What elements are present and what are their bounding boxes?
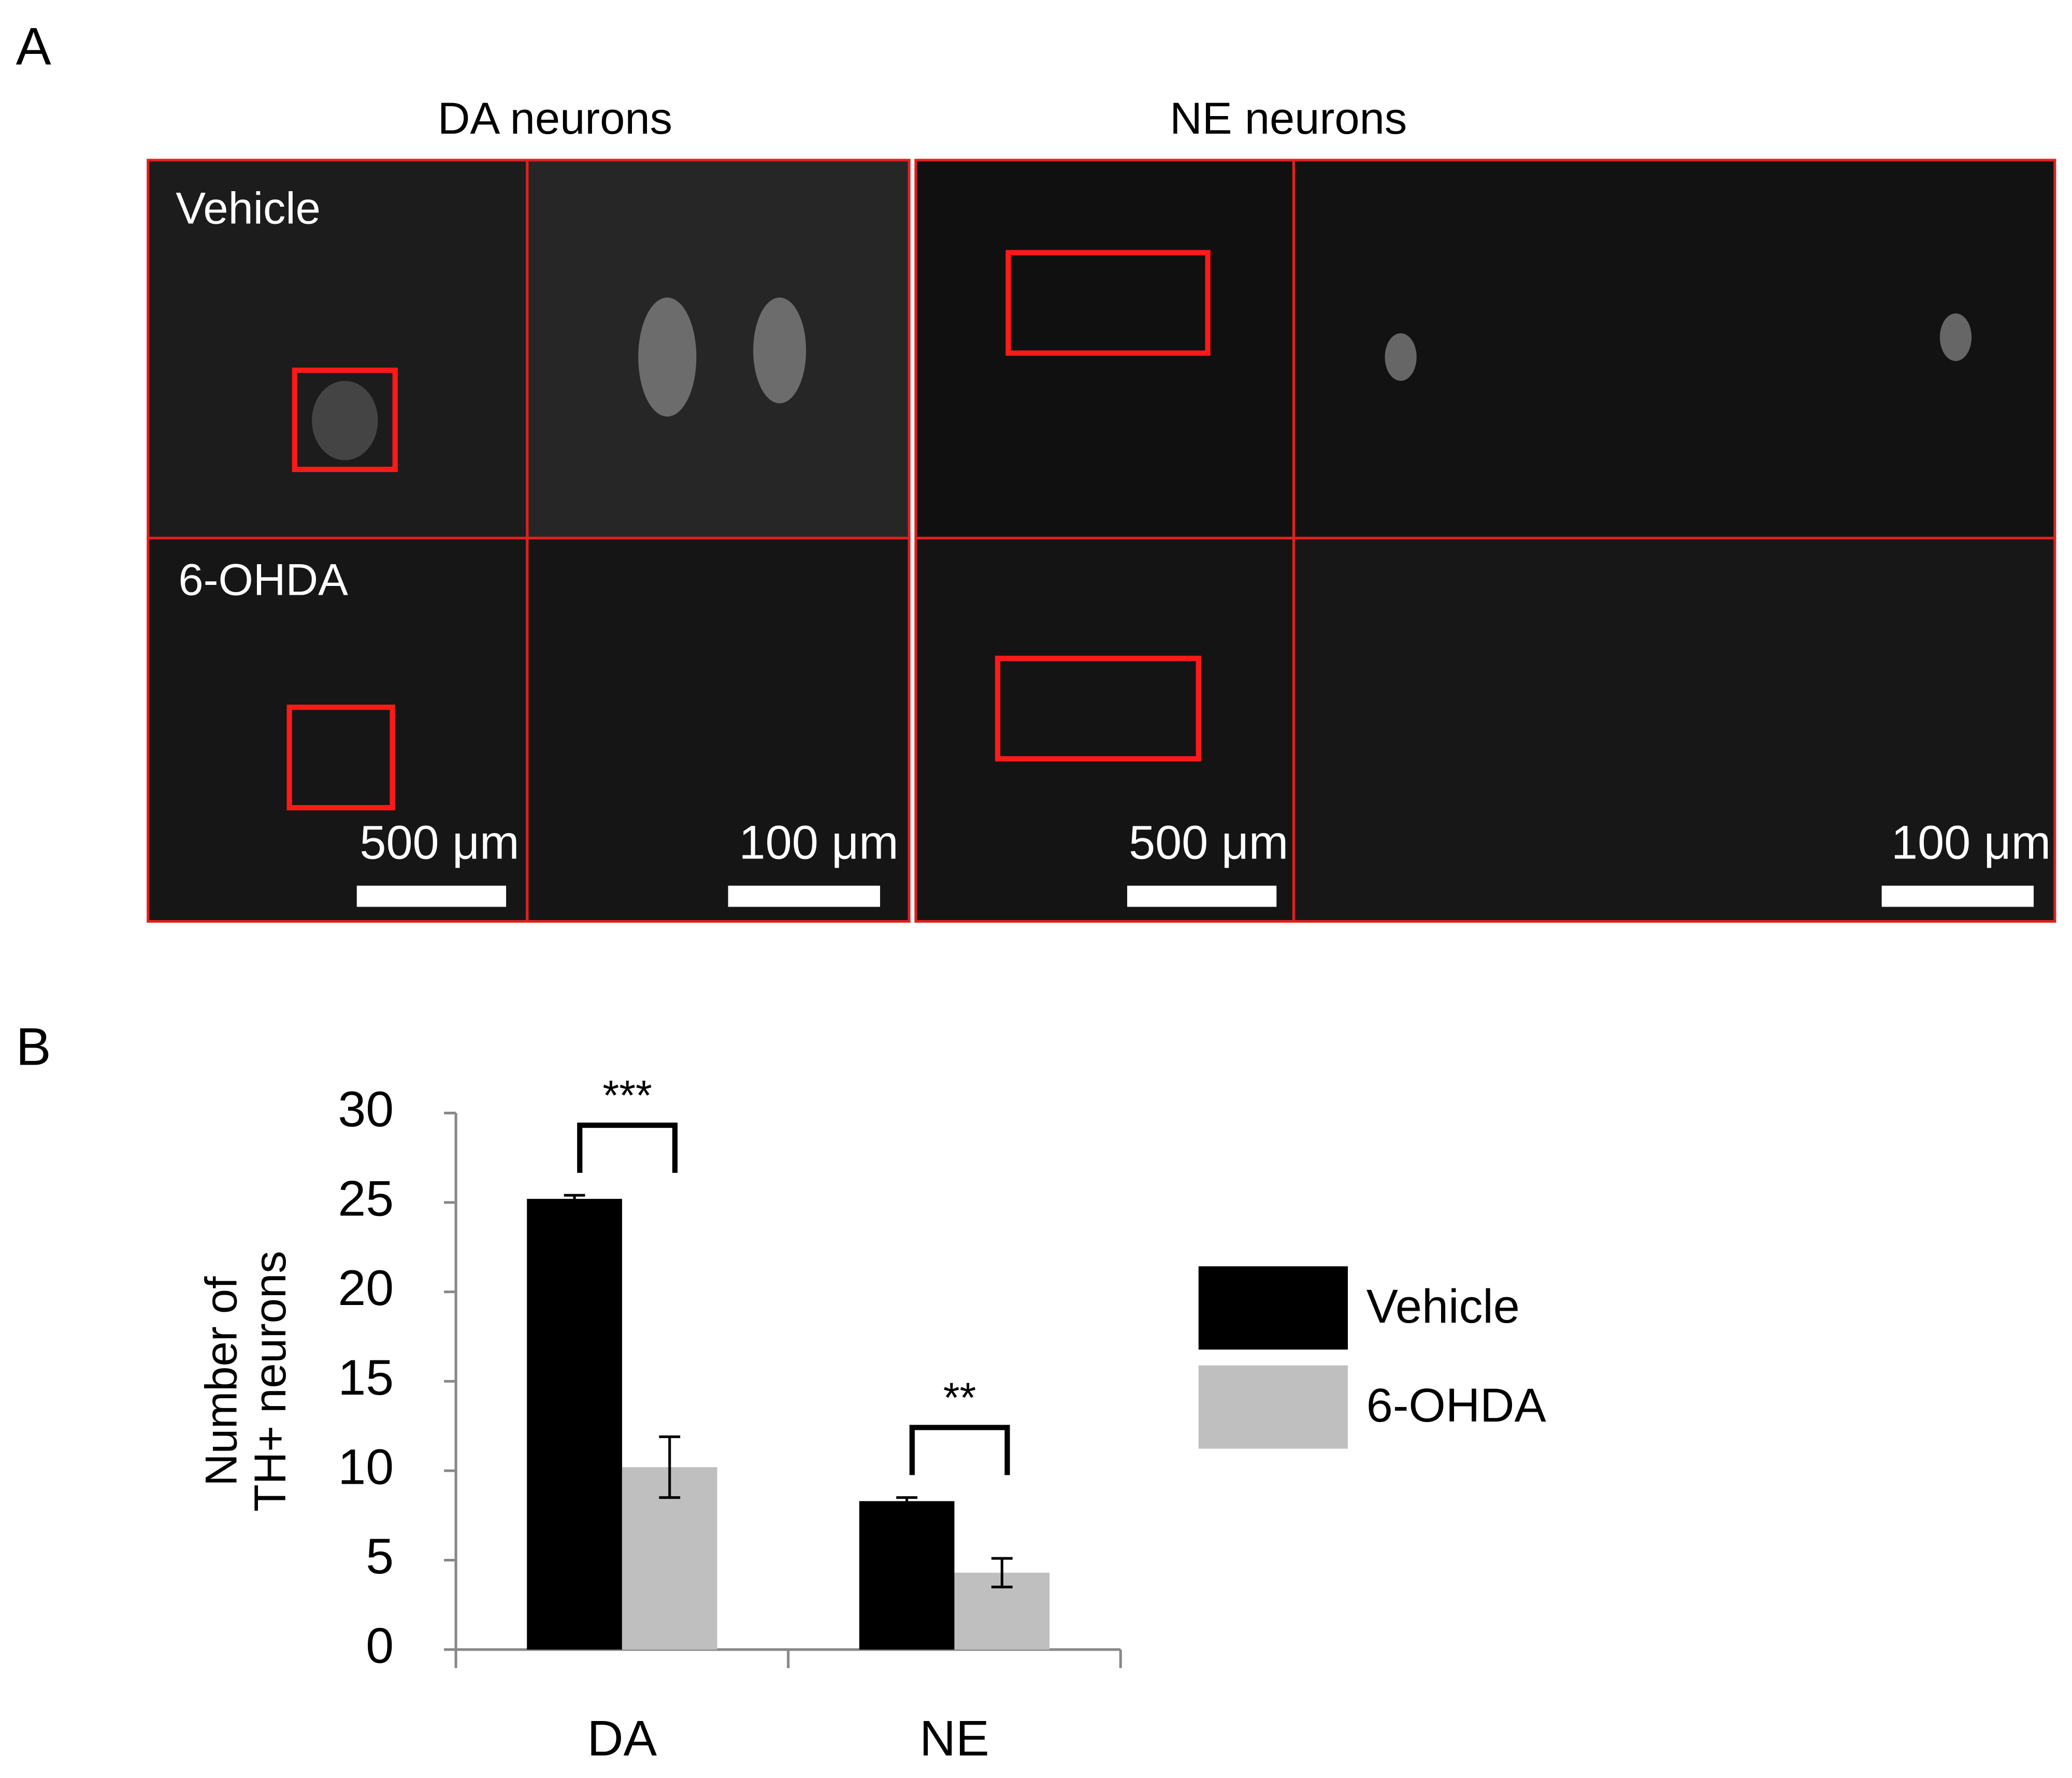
column-title: DA neurons xyxy=(438,93,672,144)
y-tick-label: 30 xyxy=(338,1081,394,1137)
micrographs xyxy=(147,159,2056,923)
bar xyxy=(859,1501,955,1650)
significance-bracket xyxy=(909,1425,1010,1475)
micrograph xyxy=(1292,537,2056,923)
micrograph xyxy=(147,159,529,540)
bar xyxy=(527,1199,622,1650)
scale-bar-label: 100 μm xyxy=(1891,816,2051,869)
scale-bar xyxy=(1881,885,2034,907)
error-bar xyxy=(659,1435,681,1499)
scale-bar xyxy=(356,885,507,907)
y-tick-label: 25 xyxy=(338,1170,394,1227)
significance-bracket xyxy=(577,1122,678,1173)
micrograph xyxy=(147,537,529,923)
x-tick-label: DA xyxy=(587,1710,657,1766)
scale-bar-label: 500 μm xyxy=(1129,816,1288,869)
zoom-boxes xyxy=(286,250,1211,811)
cell-signal xyxy=(638,297,697,417)
error-bar xyxy=(564,1194,585,1204)
scale-bar-label: 500 μm xyxy=(359,816,519,869)
scale-bar-label: 100 μm xyxy=(739,816,899,869)
zoom-box xyxy=(286,705,395,811)
panel-label: A xyxy=(16,17,51,76)
y-tick-label: 15 xyxy=(338,1349,394,1406)
micrograph xyxy=(526,537,911,923)
significance-label: ** xyxy=(943,1374,976,1422)
row-label: 6-OHDA xyxy=(178,554,348,605)
zoom-box xyxy=(995,655,1201,762)
zoom-box xyxy=(1005,250,1211,356)
scale-bar xyxy=(1127,885,1277,907)
legend-swatch xyxy=(1198,1266,1348,1350)
cell-signal xyxy=(312,297,1972,461)
error-bar xyxy=(991,1557,1013,1588)
row-label: Vehicle xyxy=(176,183,321,234)
y-axis-label: Number of xyxy=(196,1276,247,1486)
x-tick-label: NE xyxy=(919,1710,989,1766)
scale-bars: 500 μm 100 μm 500 μm 100 μm xyxy=(356,816,2051,907)
scale-bar xyxy=(728,885,880,907)
legend-label: Vehicle xyxy=(1366,1280,1520,1333)
y-tick-label: 10 xyxy=(338,1438,394,1495)
y-axis-label: TH+ neurons xyxy=(245,1251,295,1512)
micrograph xyxy=(914,159,1295,540)
y-tick-label: 20 xyxy=(338,1259,394,1316)
cell-signal xyxy=(312,381,378,461)
panel-label: B xyxy=(16,1017,51,1076)
micrograph xyxy=(914,537,1295,923)
y-tick-label: 0 xyxy=(366,1617,394,1674)
micrograph xyxy=(1292,159,2056,540)
significance-label: *** xyxy=(602,1072,652,1120)
legend-swatch xyxy=(1198,1365,1348,1449)
micrograph xyxy=(526,159,911,540)
cell-signal xyxy=(1939,313,1972,361)
error-bar xyxy=(896,1496,918,1507)
cell-signal xyxy=(753,297,807,404)
zoom-box xyxy=(292,367,398,472)
legend-label: 6-OHDA xyxy=(1366,1379,1547,1432)
cell-signal xyxy=(1385,333,1417,381)
column-title: NE neurons xyxy=(1170,93,1407,144)
y-tick-label: 5 xyxy=(366,1528,394,1584)
